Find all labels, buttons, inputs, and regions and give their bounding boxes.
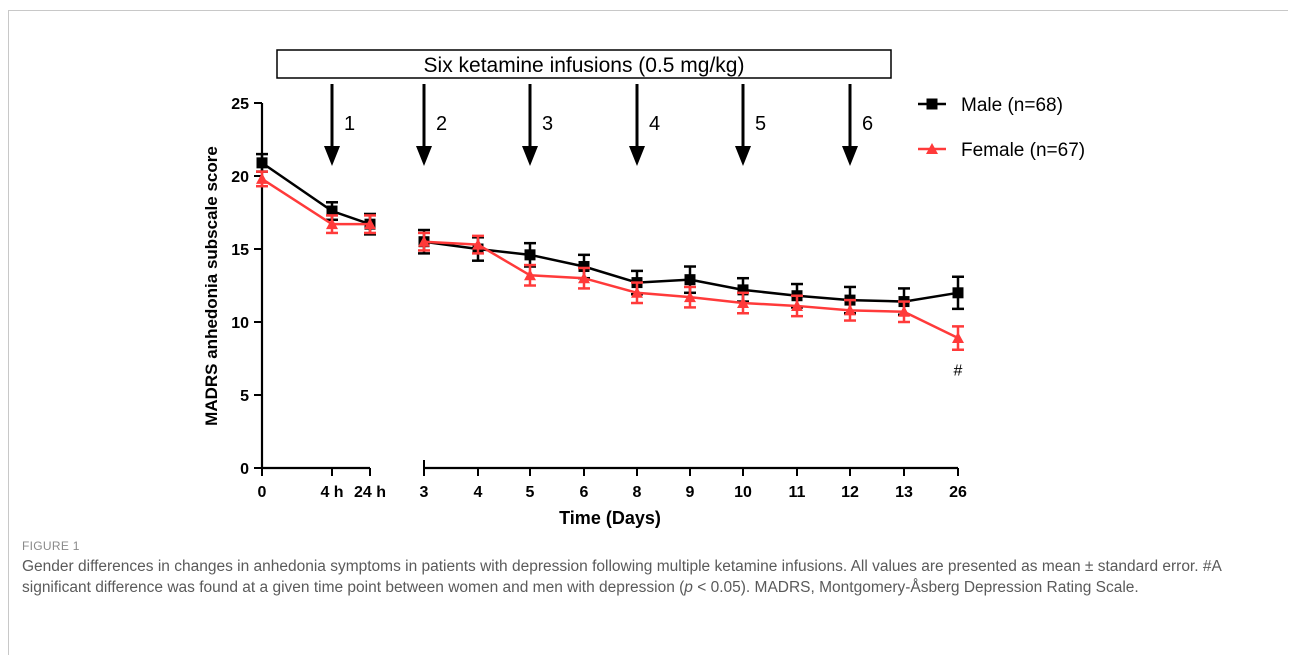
series-female-point (844, 304, 856, 316)
x-tick-label: 4 h (320, 484, 343, 501)
infusion-number-label: 6 (862, 113, 873, 135)
figure-label: FIGURE 1 (22, 539, 80, 553)
series-female-point (326, 218, 338, 230)
infusion-number-label: 2 (436, 113, 447, 135)
series-female-point (524, 269, 536, 281)
caption-text-b: < 0.05). MADRS, Montgomery-Åsberg Depres… (692, 579, 1139, 596)
x-tick-label: 26 (949, 484, 967, 501)
series-male-point (684, 274, 696, 286)
infusion-arrow-head (324, 146, 340, 166)
series-female-point (684, 291, 696, 303)
infusion-number-label: 1 (344, 113, 355, 135)
series-female-point (256, 172, 268, 184)
caption-text-a: Gender differences in changes in anhedon… (22, 558, 1221, 596)
infusion-arrow-head (735, 146, 751, 166)
caption-p-italic: p (684, 579, 693, 596)
infusion-banner-box (276, 49, 892, 79)
figure-caption: Gender differences in changes in anhedon… (22, 556, 1272, 598)
series-male-point (952, 287, 964, 299)
y-tick-label: 25 (231, 96, 249, 113)
series-female-point (737, 297, 749, 309)
y-tick-label: 20 (231, 169, 249, 186)
y-tick-label: 15 (231, 242, 249, 259)
legend-male-label: Male (n=68) (961, 95, 1063, 116)
figure-frame (8, 10, 1288, 655)
chart: Six ketamine infusions (0.5 mg/kg)051015… (202, 49, 1085, 528)
series-male-point (524, 249, 536, 261)
series-male-point (256, 157, 268, 169)
legend-female-label: Female (n=67) (961, 140, 1085, 161)
series-male-point (737, 284, 749, 296)
infusion-arrow-head (416, 146, 432, 166)
infusion-arrow-head (522, 146, 538, 166)
x-tick-label: 10 (734, 484, 752, 501)
x-tick-label: 12 (841, 484, 859, 501)
infusion-number-label: 4 (649, 113, 660, 135)
legend-female-marker (926, 143, 938, 154)
y-axis-label: MADRS anhedonia subscale score (202, 146, 221, 426)
x-tick-label: 11 (789, 484, 806, 501)
y-tick-label: 10 (231, 315, 249, 332)
series-female-point (898, 305, 910, 317)
x-tick-label: 13 (895, 484, 913, 501)
infusion-arrow-head (842, 146, 858, 166)
y-tick-label: 5 (240, 388, 249, 405)
infusion-number-label: 5 (755, 113, 766, 135)
x-tick-label: 9 (686, 484, 695, 501)
series-male-point (326, 205, 338, 217)
x-tick-label: 3 (420, 484, 429, 501)
series-female-point (364, 218, 376, 230)
x-axis-label: Time (Days) (559, 508, 661, 528)
series-female-point (791, 299, 803, 311)
legend-male-marker (926, 98, 938, 110)
series-female-point (631, 286, 643, 298)
series-male-point (578, 261, 590, 273)
y-tick-label: 0 (240, 461, 249, 478)
x-tick-label: 8 (633, 484, 642, 501)
infusion-arrow-head (629, 146, 645, 166)
series-female-point (578, 272, 590, 284)
x-tick-label: 4 (474, 484, 483, 501)
infusion-number-label: 3 (542, 113, 553, 135)
x-tick-label: 6 (580, 484, 589, 501)
series-female-point (472, 238, 484, 250)
x-tick-label: 0 (258, 484, 267, 501)
series-female-point (952, 332, 964, 344)
x-tick-label: 24 h (354, 484, 386, 501)
series-female-point (418, 235, 430, 247)
x-tick-label: 5 (526, 484, 535, 501)
significance-annotation: # (954, 363, 963, 380)
infusion-banner-text: Six ketamine infusions (0.5 mg/kg) (424, 54, 745, 77)
